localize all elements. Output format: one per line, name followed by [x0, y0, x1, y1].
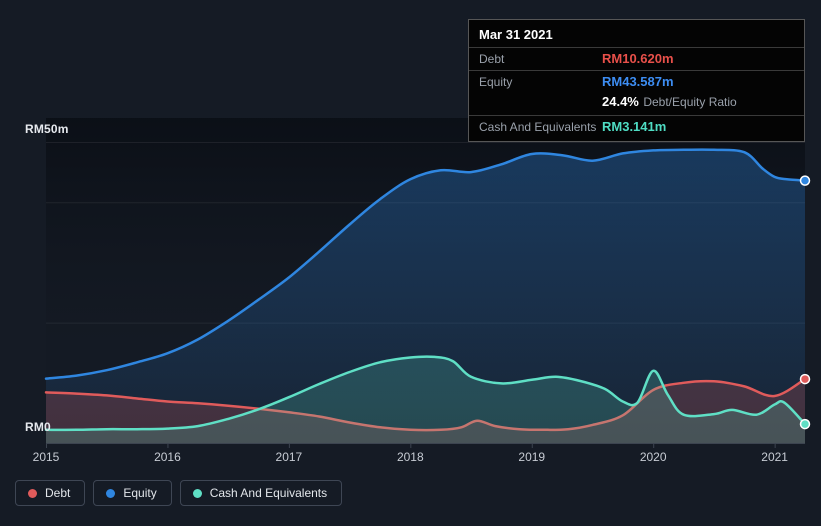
equity-series-dot-icon: [106, 488, 116, 498]
tooltip-date: Mar 31 2021: [469, 24, 804, 48]
debt-series-dot-icon: [28, 488, 37, 498]
chart-tooltip: Mar 31 2021 Debt RM10.620m Equity RM43.5…: [468, 19, 805, 142]
equity-end-dot[interactable]: [799, 175, 811, 186]
tooltip-debt-row: Debt RM10.620m: [469, 48, 804, 71]
debt-end-dot[interactable]: [799, 373, 811, 385]
cash-and-equivalents-area: [46, 356, 805, 443]
x-tick-label: 2020: [639, 450, 667, 464]
y-axis-max-label: RM50m: [25, 122, 69, 136]
chart-legend: Debt Equity Cash And Equivalents: [15, 480, 343, 506]
equity-line: [44, 148, 807, 380]
x-tick-label: 2021: [761, 450, 788, 464]
debt-line: [44, 377, 807, 432]
x-tick-label: 2018: [396, 450, 424, 464]
legend-label: Cash And Equivalents: [209, 486, 328, 500]
legend-item-cash[interactable]: Cash And Equivalents: [179, 480, 343, 506]
legend-item-debt[interactable]: Debt: [15, 480, 86, 506]
legend-label: Debt: [45, 486, 71, 500]
debt-area: [46, 379, 805, 443]
equity-area: [46, 149, 805, 443]
tooltip-cash-value: RM3.141m: [602, 119, 667, 134]
tooltip-equity-value: RM43.587m: [602, 74, 674, 89]
x-tick-label: 2016: [154, 450, 181, 464]
cash-and-equivalents-line: [44, 355, 807, 432]
x-tick-label: 2015: [32, 450, 60, 464]
legend-label: Equity: [123, 486, 157, 500]
cash-and-equivalents-end-dot[interactable]: [799, 418, 811, 430]
tooltip-debt-value: RM10.620m: [602, 51, 674, 66]
tooltip-cash-row: Cash And Equivalents RM3.141m: [469, 116, 804, 136]
tooltip-equity-row: Equity RM43.587m: [469, 71, 804, 91]
legend-item-equity[interactable]: Equity: [93, 480, 172, 506]
tooltip-cash-label: Cash And Equivalents: [479, 119, 597, 134]
tooltip-ratio-value: 24.4%: [602, 94, 639, 109]
x-tick-label: 2017: [275, 450, 303, 464]
tooltip-ratio-label: Debt/Equity Ratio: [643, 95, 737, 109]
tooltip-ratio-row: 24.4% Debt/Equity Ratio: [469, 91, 804, 116]
tooltip-equity-label: Equity: [479, 74, 513, 89]
tooltip-debt-label: Debt: [479, 51, 505, 66]
x-tick-label: 2019: [518, 450, 546, 464]
y-axis-zero-label: RM0: [25, 420, 51, 434]
cash-series-dot-icon: [192, 488, 202, 498]
